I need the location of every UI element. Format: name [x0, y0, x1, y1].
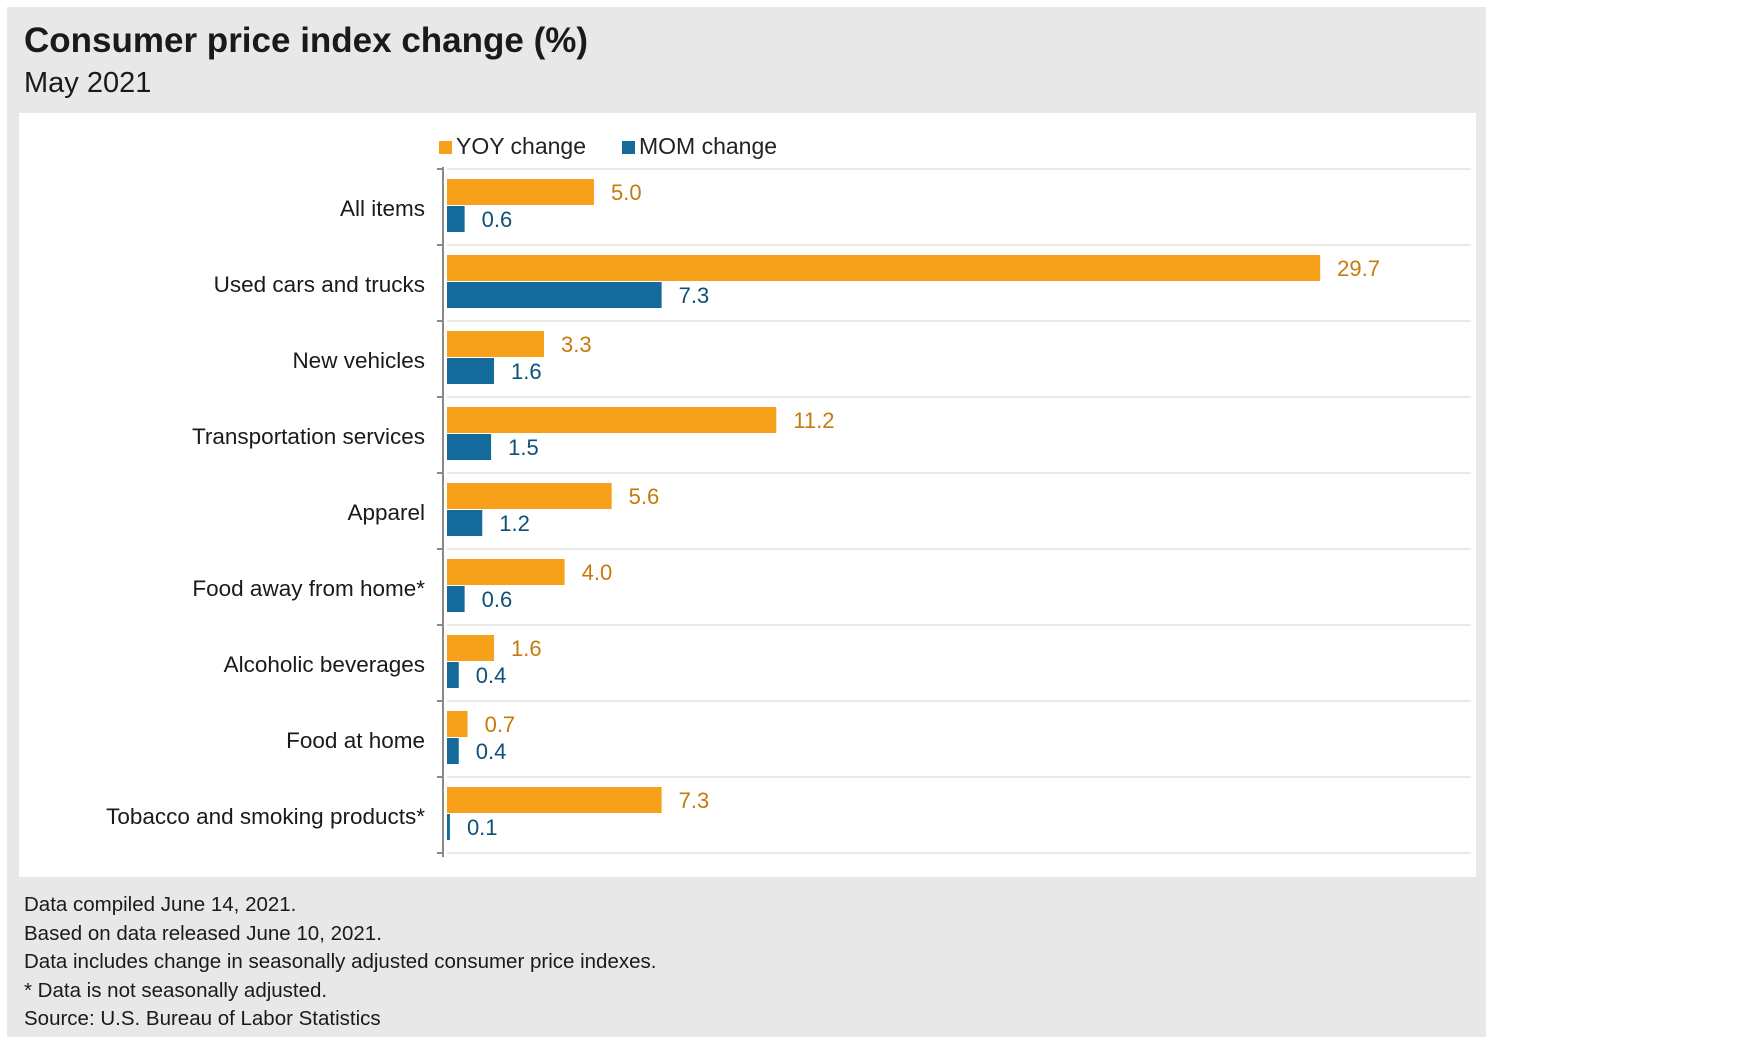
category-label: Apparel [347, 500, 425, 525]
bar-yoy [447, 407, 777, 433]
data-label-yoy: 4.0 [582, 560, 613, 585]
category-label: Used cars and trucks [214, 272, 425, 297]
bar-yoy [447, 787, 662, 813]
data-label-mom: 0.6 [482, 587, 513, 612]
bar-mom [447, 738, 459, 764]
bar-mom [447, 434, 492, 460]
legend-label-yoy: YOY change [456, 133, 586, 159]
data-label-yoy: 3.3 [561, 332, 592, 357]
data-label-mom: 1.2 [499, 511, 530, 536]
bar-mom [447, 814, 450, 840]
footnotes: Data compiled June 14, 2021. Based on da… [24, 891, 656, 1034]
data-label-mom: 1.5 [508, 435, 539, 460]
category-label: Food at home [286, 728, 425, 753]
bar-chart: YOY change MOM change All items 5.0 0.6 Used … [106, 133, 1471, 857]
data-label-yoy: 0.7 [485, 712, 516, 737]
category-label: Tobacco and smoking products* [106, 804, 425, 829]
chart-card: Consumer price index change (%) May 2021… [7, 7, 1486, 1037]
bar-mom [447, 510, 483, 536]
data-label-yoy: 1.6 [511, 636, 542, 661]
category-label: New vehicles [292, 348, 425, 373]
chart-subtitle: May 2021 [24, 67, 152, 99]
note-compiled: Data compiled June 14, 2021. [24, 893, 297, 916]
data-label-mom: 0.6 [482, 207, 513, 232]
data-label-mom: 7.3 [679, 283, 710, 308]
data-label-yoy: 7.3 [679, 788, 710, 813]
bar-yoy [447, 179, 594, 205]
legend-swatch-yoy [439, 141, 452, 154]
legend-label-mom: MOM change [639, 133, 777, 159]
bar-mom [447, 206, 465, 232]
category-label: Transportation services [192, 424, 425, 449]
bar-yoy [447, 331, 545, 357]
bar-mom [447, 586, 465, 612]
category-label: Alcoholic beverages [224, 652, 425, 677]
bar-mom [447, 662, 459, 688]
chart-title: Consumer price index change (%) [24, 21, 589, 60]
data-label-yoy: 11.2 [793, 408, 834, 433]
bar-yoy [447, 559, 565, 585]
note-released: Based on data released June 10, 2021. [24, 921, 382, 945]
data-label-mom: 0.4 [476, 739, 507, 764]
category-label: All items [340, 196, 425, 221]
bar-mom [447, 358, 495, 384]
data-label-yoy: 5.6 [629, 484, 660, 509]
plot-area: YOY change MOM change All items 5.0 0.6 Used … [19, 113, 1476, 877]
bar-yoy [447, 483, 612, 509]
data-label-yoy: 5.0 [611, 180, 642, 205]
bar-yoy [447, 255, 1321, 281]
bar-mom [447, 282, 662, 308]
data-label-yoy: 29.7 [1337, 256, 1380, 281]
note-asterisk: * Data is not seasonally adjusted. [24, 978, 328, 1002]
note-seasonal: Data includes change in seasonally adjus… [24, 950, 657, 973]
legend-swatch-mom [622, 141, 635, 154]
note-source: Source: U.S. Bureau of Labor Statistics [24, 1007, 381, 1030]
category-label: Food away from home* [192, 576, 425, 601]
bar-yoy [447, 711, 468, 737]
data-label-mom: 0.4 [476, 663, 507, 688]
data-label-mom: 1.6 [511, 359, 542, 384]
bar-yoy [447, 635, 495, 661]
data-label-mom: 0.1 [467, 815, 498, 840]
